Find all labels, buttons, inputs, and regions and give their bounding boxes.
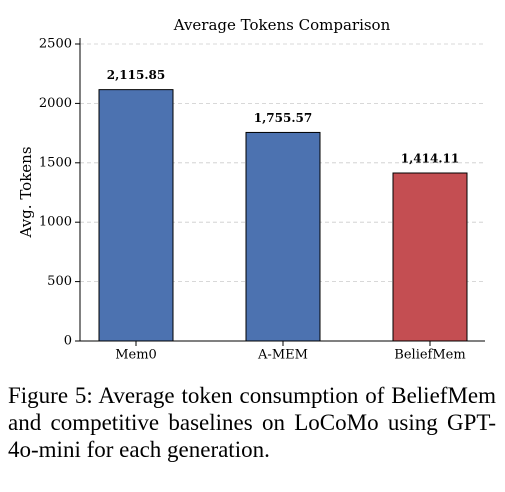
figure-caption: Figure 5: Average token consumption of B… xyxy=(8,383,496,462)
y-tick-label: 1500 xyxy=(39,155,72,170)
bar xyxy=(392,172,468,342)
chart-title: Average Tokens Comparison xyxy=(173,16,391,34)
bar xyxy=(245,131,321,342)
value-label: 1,414.11 xyxy=(401,152,459,166)
value-label: 2,115.85 xyxy=(107,68,165,82)
bar xyxy=(98,89,174,342)
x-tick-label: Mem0 xyxy=(115,348,157,363)
chart: Average Tokens Comparison Avg. Tokens 0 5… xyxy=(17,16,485,363)
y-tick-label: 500 xyxy=(47,274,72,289)
y-tick-label: 0 xyxy=(64,334,72,349)
y-axis-label: Avg. Tokens xyxy=(17,146,35,238)
y-tick-label: 2500 xyxy=(39,37,72,52)
x-tick-label: BeliefMem xyxy=(394,348,465,363)
y-tick-label: 2000 xyxy=(39,96,72,111)
x-tick-label: A-MEM xyxy=(257,348,308,363)
value-label: 1,755.57 xyxy=(254,111,312,125)
y-tick-label: 1000 xyxy=(39,215,72,230)
